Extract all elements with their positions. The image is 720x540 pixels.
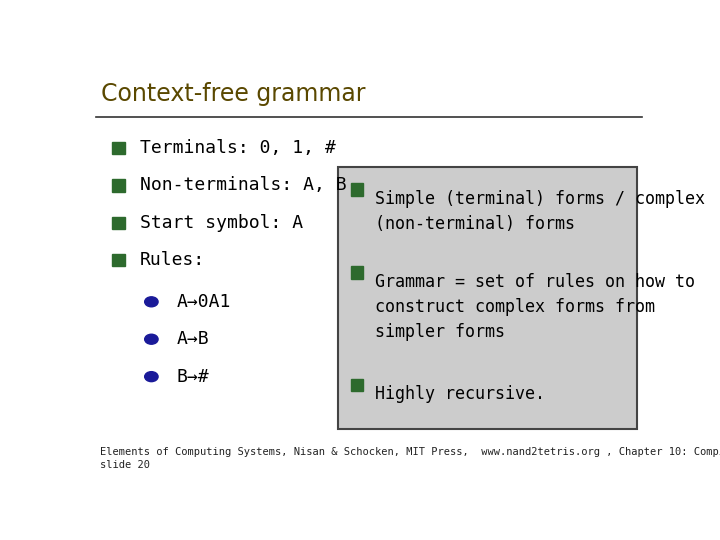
Text: Elements of Computing Systems, Nisan & Schocken, MIT Press,  www.nand2tetris.org: Elements of Computing Systems, Nisan & S…	[100, 447, 720, 470]
Text: Grammar = set of rules on how to
construct complex forms from
simpler forms: Grammar = set of rules on how to constru…	[374, 273, 695, 341]
Circle shape	[145, 297, 158, 307]
FancyBboxPatch shape	[338, 167, 637, 429]
Circle shape	[145, 372, 158, 382]
Text: Terminals: 0, 1, #: Terminals: 0, 1, #	[140, 139, 336, 157]
FancyBboxPatch shape	[112, 254, 125, 266]
Text: Context-free grammar: Context-free grammar	[101, 82, 366, 106]
Text: Rules:: Rules:	[140, 251, 205, 269]
FancyBboxPatch shape	[112, 217, 125, 229]
Text: A→B: A→B	[176, 330, 209, 348]
Text: Start symbol: A: Start symbol: A	[140, 214, 303, 232]
Circle shape	[145, 334, 158, 344]
FancyBboxPatch shape	[351, 183, 363, 196]
Text: B→#: B→#	[176, 368, 209, 386]
FancyBboxPatch shape	[351, 379, 363, 391]
Text: Non-terminals: A, B: Non-terminals: A, B	[140, 177, 347, 194]
Text: A→0A1: A→0A1	[176, 293, 231, 311]
FancyBboxPatch shape	[112, 141, 125, 154]
FancyBboxPatch shape	[351, 266, 363, 279]
FancyBboxPatch shape	[112, 179, 125, 192]
Text: Simple (terminal) forms / complex
(non-terminal) forms: Simple (terminal) forms / complex (non-t…	[374, 190, 705, 233]
Text: Highly recursive.: Highly recursive.	[374, 385, 544, 403]
